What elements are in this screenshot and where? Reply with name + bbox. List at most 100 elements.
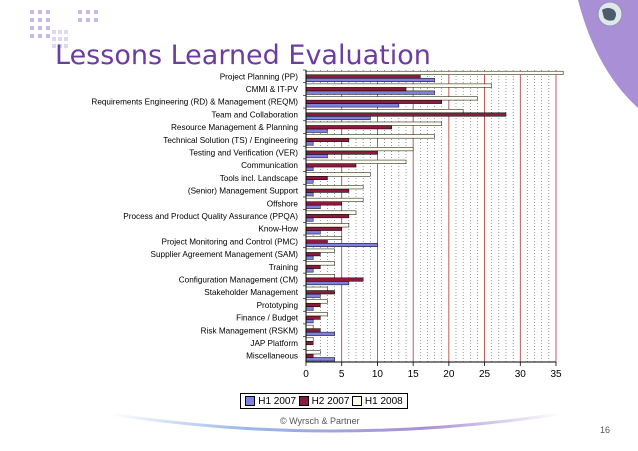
decor-dot [38, 10, 42, 14]
x-tick-label: 20 [443, 369, 455, 380]
bar-h1-2007 [305, 128, 328, 133]
bar-h2-2007 [305, 163, 357, 168]
bar-h1-2008 [305, 261, 335, 266]
bar-h2-2007 [305, 315, 321, 320]
decor-dot [38, 18, 42, 22]
bar-h2-2007 [305, 353, 314, 358]
bar-h1-2007 [305, 242, 378, 247]
category-label: Project Planning (PP) [220, 72, 299, 81]
legend-item-h2-2007: H2 2007 [298, 395, 350, 407]
copyright-text: © Wyrsch & Partner [280, 416, 360, 426]
category-label: Miscellaneous [246, 352, 298, 361]
category-label: JAP Platform [250, 339, 298, 348]
category-label: Offshore [267, 199, 299, 208]
bar-h2-2007 [305, 125, 392, 130]
bar-h1-2007 [305, 217, 314, 222]
bar-h2-2007 [305, 112, 507, 117]
bar-h2-2007 [305, 74, 421, 79]
decor-dot [46, 26, 50, 30]
category-label: Finance / Budget [236, 314, 299, 323]
x-tick-label: 35 [550, 369, 562, 380]
bar-h1-2008 [305, 197, 364, 202]
bar-h1-2007 [305, 179, 314, 184]
bar-h2-2007 [305, 264, 321, 269]
footer-swoosh-decoration [109, 412, 561, 433]
bar-h1-2008 [305, 147, 414, 152]
bar-h2-2007 [305, 239, 328, 244]
legend-swatch-h1-2007 [245, 396, 256, 406]
bar-h1-2008 [305, 121, 442, 126]
bar-h1-2007 [305, 230, 321, 235]
category-label: CMMI & IT-PV [246, 85, 299, 94]
x-tick-label: 25 [479, 369, 491, 380]
chart-legend: H1 2007 H2 2007 H1 2008 [240, 393, 408, 409]
bar-h1-2008 [305, 324, 314, 329]
bar-h1-2007 [305, 204, 321, 209]
legend-label-h1-2007: H1 2007 [258, 395, 297, 407]
bar-h1-2008 [305, 159, 407, 164]
decor-dot [52, 44, 56, 48]
bar-h1-2008 [305, 210, 357, 215]
bar-h1-2007 [305, 116, 371, 121]
decor-dot [38, 26, 42, 30]
bar-h2-2007 [305, 176, 328, 181]
category-label: Training [269, 263, 299, 272]
bar-h1-2008 [305, 185, 364, 190]
bar-h1-2008 [305, 70, 564, 75]
bar-h1-2008 [305, 312, 328, 317]
bar-h1-2007 [305, 154, 328, 159]
category-label: Process and Product Quality Assurance (P… [123, 212, 298, 221]
decor-dot [46, 10, 50, 14]
decor-dot [64, 44, 68, 48]
bar-h1-2008 [305, 248, 335, 253]
category-label: (Senior) Management Support [188, 187, 299, 196]
bar-h1-2008 [305, 96, 478, 101]
bar-h1-2007 [305, 268, 314, 273]
bar-h2-2007 [305, 226, 342, 231]
x-tick-label: 0 [303, 369, 309, 380]
category-label: Resource Management & Planning [171, 123, 298, 132]
bar-h1-2007 [305, 255, 314, 260]
category-label: Team and Collaboration [212, 110, 299, 119]
legend-label-h2-2007: H2 2007 [311, 395, 350, 407]
x-tick-label: 10 [372, 369, 384, 380]
bar-h1-2008 [305, 172, 371, 177]
category-label: Tools incl. Landscape [220, 174, 299, 183]
decor-dot [64, 30, 68, 34]
bar-h1-2007 [305, 293, 321, 298]
decor-dot [46, 18, 50, 22]
bar-h2-2007 [305, 188, 350, 193]
bar-h1-2008 [305, 286, 328, 291]
decor-dot [52, 30, 56, 34]
bar-h1-2008 [305, 299, 328, 304]
bar-h2-2007 [305, 99, 442, 104]
bar-h1-2007 [305, 192, 314, 197]
bar-h2-2007 [305, 302, 321, 307]
bar-h1-2008 [305, 235, 342, 240]
category-label: Risk Management (RSKM) [201, 326, 299, 335]
x-tick-label: 30 [515, 369, 527, 380]
decor-dot [86, 18, 90, 22]
decor-dot [58, 44, 62, 48]
decor-dot [58, 37, 62, 41]
legend-swatch-h1-2008 [351, 396, 362, 406]
bar-h1-2008 [305, 109, 464, 114]
category-label: Prototyping [257, 301, 299, 310]
bar-h2-2007 [305, 137, 350, 142]
decor-dot [30, 26, 34, 30]
bar-h1-2007 [305, 77, 435, 82]
bar-h1-2008 [305, 83, 492, 88]
decor-dot [94, 10, 98, 14]
bar-h2-2007 [305, 87, 407, 92]
bar-h1-2007 [305, 331, 335, 336]
bar-h1-2007 [305, 141, 314, 146]
decor-dot [30, 10, 34, 14]
bar-h2-2007 [305, 290, 335, 295]
legend-item-h1-2008: H1 2008 [351, 396, 403, 407]
decorative-dot-grid [30, 10, 98, 48]
decor-dot [64, 37, 68, 41]
decor-dot [30, 18, 34, 22]
category-label: Supplier Agreement Management (SAM) [151, 250, 299, 259]
corner-globe-decoration [578, 0, 638, 108]
decor-dot [86, 10, 90, 14]
